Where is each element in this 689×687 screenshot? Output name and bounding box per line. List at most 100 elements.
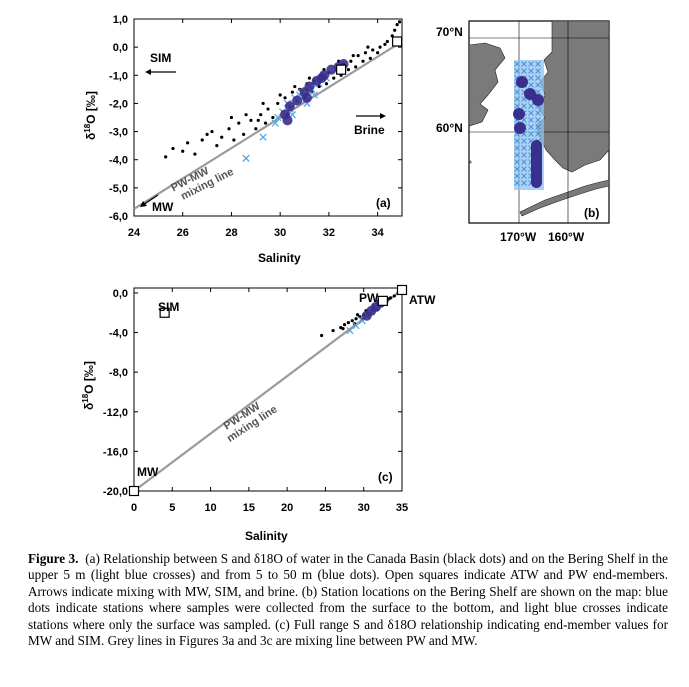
y-axis-label-c: δ18O [‰] bbox=[81, 361, 96, 410]
surface-station-cross bbox=[521, 61, 527, 67]
surface-station-cross bbox=[514, 138, 520, 144]
mw-arrow-a bbox=[142, 194, 159, 206]
profile-stations bbox=[513, 76, 544, 188]
data-point-canada-basin bbox=[244, 113, 248, 117]
data-point-canada-basin bbox=[320, 333, 324, 338]
surface-station-cross bbox=[528, 61, 534, 67]
surface-station-cross bbox=[514, 173, 520, 179]
y-tick-label: -1,0 bbox=[109, 70, 128, 82]
x-tick-label: 30 bbox=[274, 227, 286, 239]
data-point-bering-surface bbox=[259, 133, 267, 141]
data-point-canada-basin bbox=[354, 65, 358, 69]
data-point-canada-basin bbox=[393, 28, 397, 32]
y-ticks-c: 0,0 -4,0 -8,0 -12,0 -16,0 -20,0 bbox=[103, 288, 402, 498]
end-member-sim bbox=[159, 307, 170, 318]
x-tick-label: 34 bbox=[372, 227, 385, 239]
data-point-bering-surface bbox=[310, 91, 318, 99]
data-point-canada-basin bbox=[355, 313, 360, 317]
data-point-canada-basin bbox=[395, 23, 399, 27]
data-point-canada-basin bbox=[293, 84, 297, 89]
surface-station-cross bbox=[521, 166, 527, 172]
data-point-canada-basin bbox=[383, 42, 387, 46]
surface-station-cross bbox=[535, 117, 541, 123]
surface-station-cross bbox=[514, 152, 520, 158]
sim-label-c: SIM bbox=[158, 300, 179, 314]
x-tick-label: 25 bbox=[319, 502, 331, 514]
data-point-canada-basin bbox=[227, 127, 231, 131]
y-tick-label: 0,0 bbox=[113, 42, 128, 54]
x-tick-label: 20 bbox=[281, 502, 293, 514]
surface-station-cross bbox=[528, 75, 534, 81]
data-point-canada-basin bbox=[242, 132, 246, 136]
data-point-canada-basin bbox=[346, 68, 350, 72]
surface-station-cross bbox=[528, 68, 534, 74]
end-member-mw bbox=[128, 485, 140, 497]
lat-label-70: 70°N bbox=[436, 25, 463, 39]
surface-station-cross bbox=[514, 166, 520, 172]
data-point-bering-surface bbox=[271, 119, 279, 127]
data-point-canada-basin bbox=[171, 146, 175, 151]
surface-station-cross bbox=[535, 61, 541, 67]
data-point-canada-basin bbox=[385, 39, 389, 44]
x-tick-label: 35 bbox=[396, 502, 408, 514]
surface-station-cross bbox=[514, 103, 520, 109]
data-point-canada-basin bbox=[276, 101, 280, 106]
lon-label-160: 160°W bbox=[548, 230, 585, 244]
caption-text: (a) Relationship between S and δ18O of w… bbox=[28, 551, 668, 649]
surface-station-cross bbox=[535, 82, 541, 88]
surface-station-cross bbox=[521, 145, 527, 151]
surface-station-cross bbox=[514, 61, 520, 67]
data-point-canada-basin bbox=[366, 45, 370, 49]
scatter-chart-a: 1,0 0,0 -1,0 -2,0 -3,0 -4,0 -5,0 -6,0 24 26 28 30 3… bbox=[83, 14, 403, 265]
data-point-canada-basin bbox=[210, 129, 214, 134]
data-point-canada-basin bbox=[220, 135, 224, 139]
brine-label-a: Brine bbox=[354, 123, 385, 137]
data-point-canada-basin bbox=[376, 51, 380, 55]
siberia-land bbox=[469, 42, 506, 127]
figure-number: Figure 3. bbox=[28, 551, 79, 566]
x-tick-label: 26 bbox=[177, 227, 189, 239]
surface-station-cross bbox=[514, 159, 520, 165]
surface-station-cross bbox=[514, 96, 520, 102]
x-tick-label: 24 bbox=[128, 227, 141, 239]
surface-station-cross bbox=[535, 75, 541, 81]
x-axis-label-a: Salinity bbox=[258, 251, 301, 265]
end-members-a bbox=[335, 36, 403, 75]
surface-station-cross bbox=[535, 89, 541, 95]
atw-label-c: ATW bbox=[409, 293, 436, 307]
surface-station-cross bbox=[528, 110, 534, 116]
y-tick-label: -2,0 bbox=[109, 98, 128, 110]
svg-text:δ18O [‰]: δ18O [‰] bbox=[81, 361, 96, 410]
data-point-canada-basin bbox=[181, 149, 185, 153]
data-point-bering-subsurface bbox=[282, 115, 293, 126]
x-tick-label: 32 bbox=[323, 227, 335, 239]
scatter-chart-c: 0,0 -4,0 -8,0 -12,0 -16,0 -20,0 0 5 10 15 20 25 30 3… bbox=[81, 284, 436, 543]
data-point-canada-basin bbox=[254, 127, 258, 131]
surface-station-cross bbox=[521, 180, 527, 186]
data-point-canada-basin bbox=[342, 323, 347, 327]
svg-text:δ18O [‰]: δ18O [‰] bbox=[83, 91, 98, 140]
lat-label-60: 60°N bbox=[436, 121, 463, 135]
surface-station-cross bbox=[521, 173, 527, 179]
x-axis-label-c: Salinity bbox=[245, 529, 288, 543]
data-point-canada-basin bbox=[350, 319, 354, 323]
data-point-canada-basin bbox=[368, 56, 372, 61]
surface-station-cross bbox=[514, 180, 520, 186]
data-point-bering-subsurface bbox=[292, 95, 303, 106]
surface-station-cross bbox=[528, 82, 534, 88]
data-point-bering-surface bbox=[242, 154, 250, 162]
surface-station-cross bbox=[535, 131, 541, 137]
x-ticks-c: 0 5 10 15 20 25 30 35 bbox=[131, 288, 408, 514]
surface-station-cross bbox=[521, 152, 527, 158]
data-point-canada-basin bbox=[351, 53, 355, 58]
data-point-canada-basin bbox=[349, 59, 353, 63]
data-point-canada-basin bbox=[261, 101, 265, 106]
end-member-pw bbox=[377, 295, 388, 306]
y-tick-label: -6,0 bbox=[109, 211, 128, 223]
data-point-canada-basin bbox=[249, 118, 253, 122]
data-point-canada-basin bbox=[283, 96, 287, 100]
data-point-canada-basin bbox=[331, 328, 335, 333]
y-tick-label: -5,0 bbox=[109, 183, 128, 195]
y-tick-label: -8,0 bbox=[109, 367, 128, 379]
data-point-canada-basin bbox=[317, 84, 321, 89]
